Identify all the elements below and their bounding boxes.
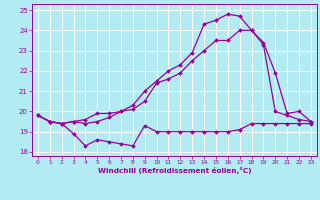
X-axis label: Windchill (Refroidissement éolien,°C): Windchill (Refroidissement éolien,°C) xyxy=(98,167,251,174)
